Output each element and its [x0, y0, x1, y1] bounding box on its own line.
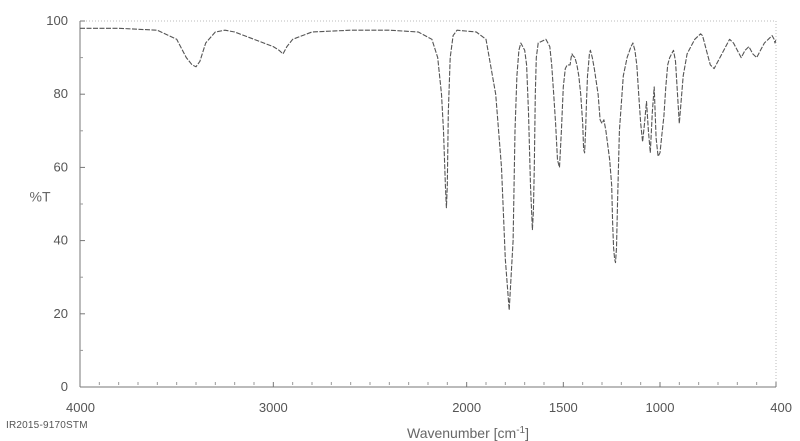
y-tick-label-100: 100	[46, 13, 68, 28]
y-axis-title: %T	[30, 189, 51, 205]
spectrum-id-label: IR2015-9170STM	[6, 420, 88, 431]
y-tick-label-0: 0	[61, 379, 68, 394]
y-tick-label-20: 20	[54, 306, 68, 321]
x-tick-label-1000: 1000	[646, 400, 675, 415]
y-tick-label-80: 80	[54, 86, 68, 101]
spectrum-line-0	[80, 27, 777, 311]
x-axis-title: Wavenumber [cm-1]	[407, 425, 529, 441]
y-tick-label-60: 60	[54, 159, 68, 174]
x-tick-label-1500: 1500	[549, 400, 578, 415]
x-tick-label-3000: 3000	[259, 400, 288, 415]
x-tick-label-2000: 2000	[452, 400, 481, 415]
x-tick-label-400: 400	[770, 400, 792, 415]
x-tick-label-4000: 4000	[66, 400, 95, 415]
y-tick-label-40: 40	[54, 233, 68, 248]
